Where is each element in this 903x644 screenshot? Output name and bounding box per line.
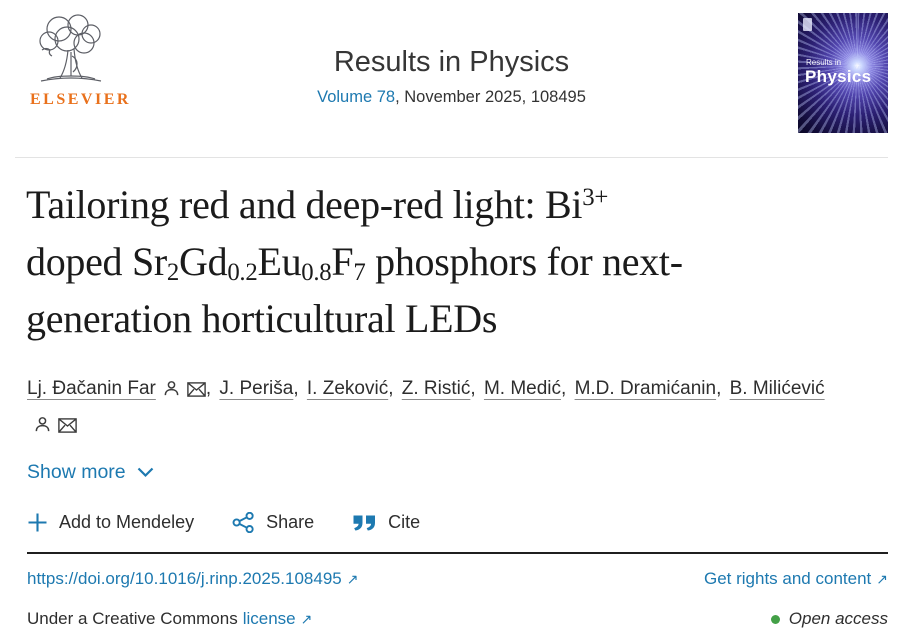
elsevier-tree-icon — [39, 14, 102, 82]
license-link-text: license — [242, 609, 296, 628]
journal-title-link[interactable]: Results in Physics — [333, 46, 570, 78]
title-text: Tailoring red and deep-red light: Bi — [26, 182, 583, 227]
title-sub: 0.2 — [227, 259, 258, 287]
doi-row: https://doi.org/10.1016/j.rinp.2025.1084… — [27, 569, 888, 589]
title-text: phosphors for next- — [365, 239, 683, 284]
author-separator: , — [293, 378, 304, 399]
external-link-icon: ↗ — [876, 571, 888, 587]
show-more-label: Show more — [27, 461, 126, 483]
open-access-dot-icon — [770, 614, 780, 624]
title-text: Gd — [179, 239, 228, 284]
doi-text: https://doi.org/10.1016/j.rinp.2025.1084… — [27, 569, 342, 588]
open-access-indicator: Open access — [770, 609, 888, 629]
show-more-button[interactable]: Show more — [27, 461, 154, 484]
title-text: generation horticultural LEDs — [26, 296, 498, 341]
get-rights-link[interactable]: Get rights and content ↗ — [704, 569, 888, 589]
cite-button[interactable]: Cite — [352, 512, 420, 533]
license-link[interactable]: license ↗ — [243, 609, 313, 628]
author-list: Lj. Đačanin Far, J. Periša, I. Zeković, … — [27, 371, 827, 443]
title-sub: 7 — [353, 259, 366, 287]
author-link[interactable]: Z. Ristić — [401, 378, 471, 399]
issue-info: , November 2025, 108495 — [395, 88, 586, 106]
add-to-mendeley-label: Add to Mendeley — [59, 512, 195, 532]
title-text: F — [331, 239, 354, 284]
cover-elsevier-mark-icon — [803, 18, 812, 31]
plus-icon — [28, 513, 47, 532]
author-link[interactable]: M. Medić — [483, 378, 562, 399]
volume-issue-line: Volume 78, November 2025, 108495 — [0, 88, 903, 107]
title-sup: 3+ — [582, 184, 609, 212]
action-bar: Add to Mendeley Share Cite — [27, 512, 420, 533]
email-envelope-icon[interactable] — [187, 382, 206, 397]
external-link-icon: ↗ — [346, 571, 359, 587]
person-icon[interactable] — [34, 416, 51, 433]
author-link[interactable]: B. Milićević — [729, 378, 825, 399]
cite-label: Cite — [388, 512, 421, 532]
journal-cover-thumbnail[interactable]: Results in Physics — [798, 13, 888, 133]
title-text: Eu — [257, 239, 302, 284]
cite-quote-icon — [353, 515, 376, 530]
volume-link[interactable]: Volume 78 — [317, 88, 396, 106]
journal-heading: Results in Physics Volume 78, November 2… — [0, 46, 903, 107]
author-separator: , — [388, 378, 399, 399]
share-icon — [232, 512, 254, 533]
share-label: Share — [266, 512, 315, 532]
author-link[interactable]: J. Periša — [219, 378, 294, 399]
doi-link[interactable]: https://doi.org/10.1016/j.rinp.2025.1084… — [27, 569, 358, 589]
author-separator: , — [561, 378, 572, 399]
elsevier-logo[interactable]: ELSEVIER — [28, 12, 140, 109]
license-prefix-text: Under a Creative Commons — [27, 609, 238, 628]
license-row: Under a Creative Commons license ↗ Open ac… — [27, 609, 888, 629]
add-to-mendeley-button[interactable]: Add to Mendeley — [27, 512, 194, 533]
open-access-label: Open access — [788, 609, 888, 628]
article-title: Tailoring red and deep-red light: Bi3+ do… — [26, 176, 886, 347]
person-icon[interactable] — [163, 380, 180, 397]
title-sub: 0.8 — [301, 259, 332, 287]
share-button[interactable]: Share — [232, 512, 314, 533]
header-divider — [15, 157, 888, 158]
cover-title-small: Results in — [806, 58, 842, 67]
author-link[interactable]: I. Zeković — [306, 378, 389, 399]
title-sub: 2 — [166, 259, 180, 287]
author-separator: , — [470, 378, 481, 399]
author-link[interactable]: M.D. Dramićanin — [574, 378, 717, 399]
author-link[interactable]: Lj. Đačanin Far — [27, 378, 156, 399]
creative-commons-note: Under a Creative Commons license ↗ — [27, 609, 312, 629]
chevron-down-icon — [137, 467, 153, 478]
author-separator: , — [716, 378, 727, 399]
elsevier-wordmark: ELSEVIER — [30, 91, 131, 108]
author-separator: , — [205, 378, 217, 399]
section-divider — [27, 552, 888, 554]
get-rights-text: Get rights and content — [703, 569, 872, 588]
email-envelope-icon[interactable] — [58, 418, 77, 433]
title-text: doped Sr — [26, 239, 167, 284]
cover-title-large: Physics — [805, 67, 872, 86]
external-link-icon: ↗ — [300, 611, 313, 627]
